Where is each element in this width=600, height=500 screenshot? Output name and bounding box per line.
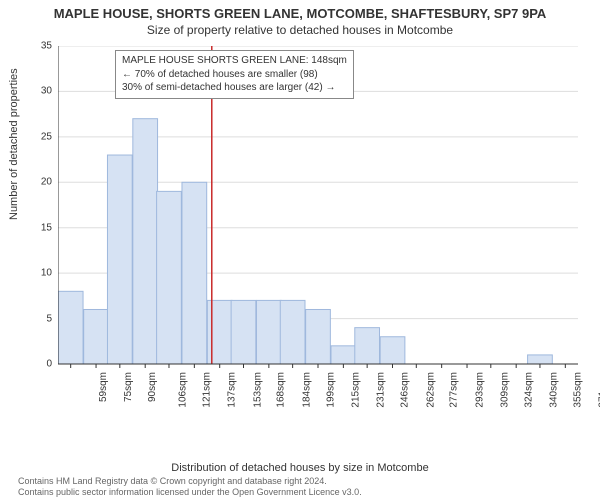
annotation-line-1: MAPLE HOUSE SHORTS GREEN LANE: 148sqm bbox=[122, 54, 347, 68]
x-tick-label: 184sqm bbox=[301, 372, 312, 408]
x-tick-label: 355sqm bbox=[573, 372, 584, 408]
annotation-box: MAPLE HOUSE SHORTS GREEN LANE: 148sqm ← … bbox=[115, 50, 354, 99]
annotation-line-3: 30% of semi-detached houses are larger (… bbox=[122, 81, 347, 95]
y-tick-label: 0 bbox=[26, 359, 52, 370]
chart-title: MAPLE HOUSE, SHORTS GREEN LANE, MOTCOMBE… bbox=[0, 0, 600, 21]
histogram-svg bbox=[58, 46, 578, 408]
x-tick-label: 75sqm bbox=[123, 372, 134, 402]
x-tick-label: 90sqm bbox=[147, 372, 158, 402]
x-tick-label: 59sqm bbox=[98, 372, 109, 402]
x-tick-label: 293sqm bbox=[474, 372, 485, 408]
x-tick-label: 199sqm bbox=[325, 372, 336, 408]
x-tick-label: 215sqm bbox=[351, 372, 362, 408]
chart-subtitle: Size of property relative to detached ho… bbox=[0, 21, 600, 37]
y-tick-label: 35 bbox=[26, 41, 52, 52]
x-tick-label: 262sqm bbox=[425, 372, 436, 408]
x-tick-label: 153sqm bbox=[252, 372, 263, 408]
x-tick-label: 277sqm bbox=[449, 372, 460, 408]
annotation-line-2: ← 70% of detached houses are smaller (98… bbox=[122, 68, 347, 82]
y-tick-label: 20 bbox=[26, 177, 52, 188]
x-tick-label: 121sqm bbox=[202, 372, 213, 408]
plot-area: MAPLE HOUSE SHORTS GREEN LANE: 148sqm ← … bbox=[58, 46, 578, 408]
x-tick-label: 106sqm bbox=[178, 372, 189, 408]
credits-line-1: Contains HM Land Registry data © Crown c… bbox=[18, 476, 362, 487]
y-tick-label: 5 bbox=[26, 313, 52, 324]
y-tick-label: 15 bbox=[26, 222, 52, 233]
y-tick-label: 30 bbox=[26, 86, 52, 97]
y-tick-label: 25 bbox=[26, 131, 52, 142]
y-tick-label: 10 bbox=[26, 268, 52, 279]
chart-container: MAPLE HOUSE, SHORTS GREEN LANE, MOTCOMBE… bbox=[0, 0, 600, 500]
x-axis-label: Distribution of detached houses by size … bbox=[0, 462, 600, 474]
x-tick-label: 246sqm bbox=[400, 372, 411, 408]
credits: Contains HM Land Registry data © Crown c… bbox=[18, 476, 362, 499]
y-axis-label: Number of detached properties bbox=[8, 68, 20, 220]
x-tick-label: 324sqm bbox=[523, 372, 534, 408]
credits-line-2: Contains public sector information licen… bbox=[18, 487, 362, 498]
x-tick-label: 168sqm bbox=[276, 372, 287, 408]
x-tick-label: 137sqm bbox=[227, 372, 238, 408]
x-tick-label: 340sqm bbox=[549, 372, 560, 408]
x-tick-label: 309sqm bbox=[500, 372, 511, 408]
x-tick-label: 231sqm bbox=[376, 372, 387, 408]
